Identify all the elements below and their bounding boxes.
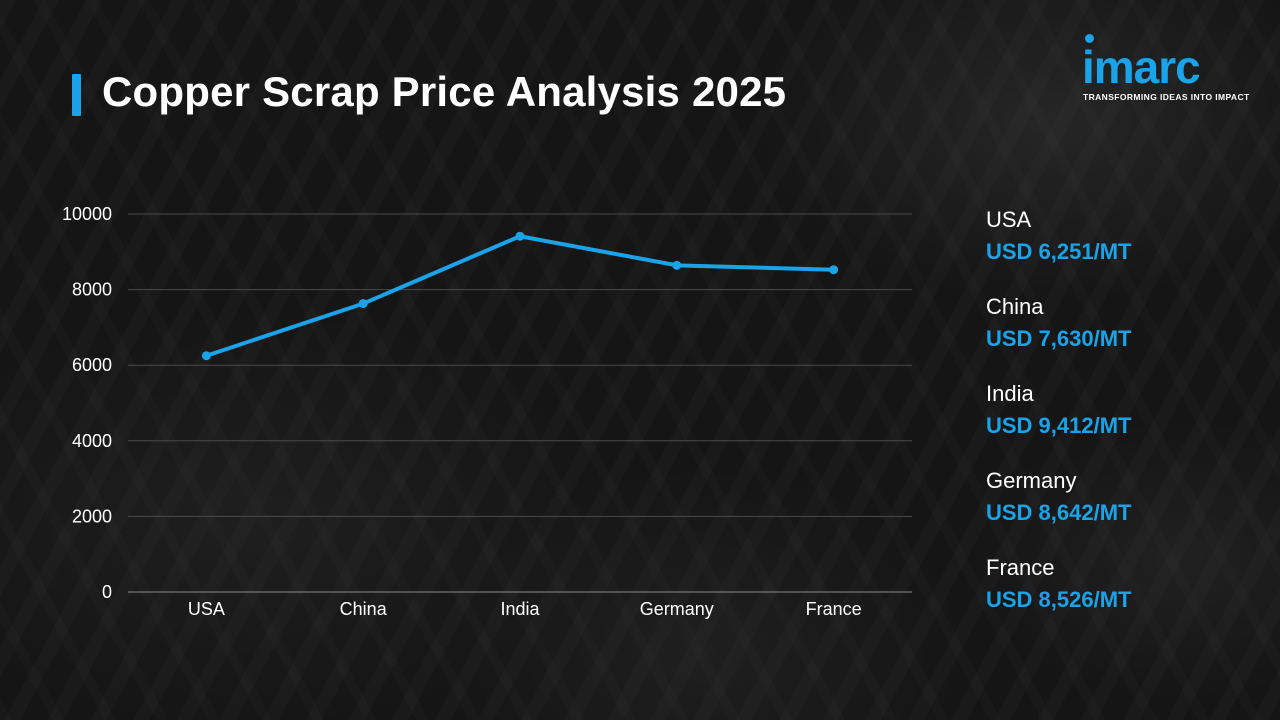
- y-tick-label: 6000: [72, 355, 112, 375]
- logo-dot: [1085, 34, 1094, 43]
- y-tick-label: 8000: [72, 280, 112, 300]
- title-accent-bar: [72, 74, 81, 116]
- price-value: USD 7,630/MT: [986, 326, 1132, 351]
- x-tick-label: France: [806, 599, 862, 619]
- data-point: [672, 260, 682, 270]
- y-tick-label: 2000: [72, 506, 112, 526]
- price-value: USD 6,251/MT: [986, 239, 1132, 264]
- price-item-india: India USD 9,412/MT: [986, 379, 1266, 466]
- x-tick-label: India: [500, 599, 540, 619]
- price-line-chart: 0 2000 4000 6000 8000 10000 USA China India Germa…: [62, 204, 912, 619]
- price-country: India: [986, 381, 1034, 406]
- price-country: Germany: [986, 468, 1077, 493]
- price-value: USD 8,526/MT: [986, 587, 1132, 612]
- y-tick-label: 10000: [62, 204, 112, 224]
- price-list: USA USD 6,251/MT China USD 7,630/MT Indi…: [986, 205, 1266, 640]
- price-item-france: France USD 8,526/MT: [986, 553, 1266, 640]
- price-value: USD 8,642/MT: [986, 500, 1132, 525]
- data-point: [829, 265, 839, 275]
- x-tick-label: USA: [188, 599, 225, 619]
- price-country: China: [986, 294, 1044, 319]
- price-country: USA: [986, 207, 1032, 232]
- page-title: Copper Scrap Price Analysis 2025: [102, 68, 787, 115]
- imarc-logo: imarc TRANSFORMING IDEAS INTO IMPACT: [1082, 30, 1252, 104]
- series-line: [204, 234, 836, 358]
- data-point: [358, 299, 368, 309]
- price-item-usa: USA USD 6,251/MT: [986, 205, 1266, 292]
- price-item-germany: Germany USD 8,642/MT: [986, 466, 1266, 553]
- x-tick-label: Germany: [640, 599, 714, 619]
- x-tick-label: China: [340, 599, 388, 619]
- y-tick-label: 4000: [72, 431, 112, 451]
- price-value: USD 9,412/MT: [986, 413, 1132, 438]
- price-country: France: [986, 555, 1055, 580]
- logo-wordmark: imarc: [1082, 41, 1201, 93]
- y-tick-label: 0: [102, 582, 112, 602]
- price-item-china: China USD 7,630/MT: [986, 292, 1266, 379]
- data-point: [515, 231, 525, 241]
- logo-tagline: TRANSFORMING IDEAS INTO IMPACT: [1083, 92, 1250, 102]
- data-point: [201, 351, 211, 361]
